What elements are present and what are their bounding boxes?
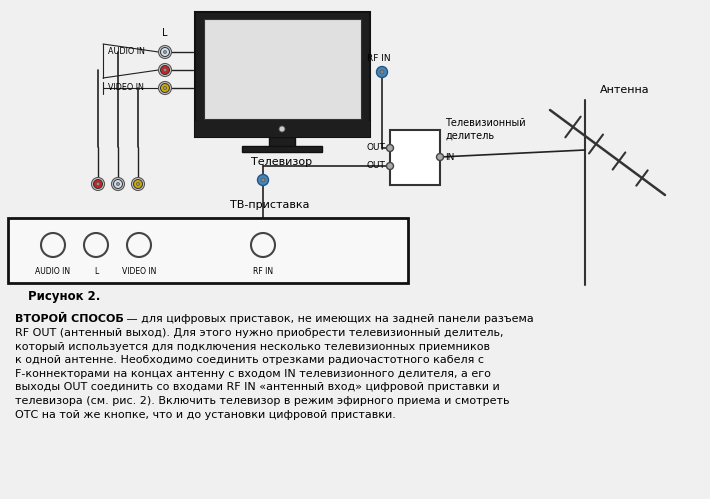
Circle shape: [136, 183, 139, 186]
Text: VIDEO IN: VIDEO IN: [122, 267, 156, 276]
Circle shape: [386, 163, 393, 170]
Circle shape: [258, 175, 268, 186]
Bar: [390, 130, 440, 185]
Text: Антенна: Антенна: [600, 85, 650, 95]
Circle shape: [41, 233, 65, 257]
Text: — для цифровых приставок, не имеющих на задней панели разъема: — для цифровых приставок, не имеющих на …: [123, 314, 534, 324]
Text: OUT: OUT: [366, 162, 385, 171]
Circle shape: [376, 66, 388, 77]
Circle shape: [380, 70, 384, 74]
Text: IN: IN: [445, 153, 454, 162]
Circle shape: [133, 180, 143, 189]
Circle shape: [114, 180, 123, 189]
Circle shape: [386, 145, 393, 152]
Circle shape: [131, 178, 145, 191]
Bar: [242, 146, 322, 152]
Circle shape: [127, 233, 151, 257]
Circle shape: [163, 50, 167, 53]
Text: L: L: [163, 28, 168, 38]
Circle shape: [163, 68, 167, 71]
Text: VIDEO IN: VIDEO IN: [108, 82, 144, 91]
Text: ВТОРОЙ СПОСОБ: ВТОРОЙ СПОСОБ: [15, 314, 124, 324]
Circle shape: [158, 81, 172, 94]
Circle shape: [251, 233, 275, 257]
Circle shape: [92, 178, 104, 191]
Text: ТВ-приставка: ТВ-приставка: [230, 200, 310, 210]
Text: RF OUT (антенный выход). Для этого нужно приобрести телевизионный делитель,
кото: RF OUT (антенный выход). Для этого нужно…: [15, 328, 510, 420]
Circle shape: [261, 178, 265, 182]
Circle shape: [94, 180, 102, 189]
Text: RF IN: RF IN: [367, 54, 390, 63]
Text: OUT: OUT: [366, 144, 385, 153]
Bar: [195, 121, 370, 137]
Text: делитель: делитель: [445, 131, 494, 141]
Text: Телевизионный: Телевизионный: [445, 118, 525, 128]
Text: RF IN: RF IN: [253, 267, 273, 276]
Circle shape: [163, 86, 167, 89]
Circle shape: [97, 183, 99, 186]
Text: Телевизор: Телевизор: [251, 157, 312, 167]
Circle shape: [160, 83, 170, 92]
Bar: [8, 218, 408, 283]
Bar: [204, 19, 361, 119]
Circle shape: [111, 178, 124, 191]
Circle shape: [437, 154, 444, 161]
Circle shape: [158, 45, 172, 58]
Circle shape: [279, 126, 285, 132]
Text: L: L: [94, 267, 98, 276]
Circle shape: [160, 65, 170, 74]
Circle shape: [84, 233, 108, 257]
Circle shape: [160, 47, 170, 56]
Circle shape: [158, 63, 172, 76]
Circle shape: [116, 183, 119, 186]
Bar: [195, 12, 370, 137]
Text: Рисунок 2.: Рисунок 2.: [28, 290, 100, 303]
Bar: [269, 137, 295, 146]
Text: AUDIO IN: AUDIO IN: [36, 267, 70, 276]
Text: AUDIO IN: AUDIO IN: [108, 46, 145, 55]
